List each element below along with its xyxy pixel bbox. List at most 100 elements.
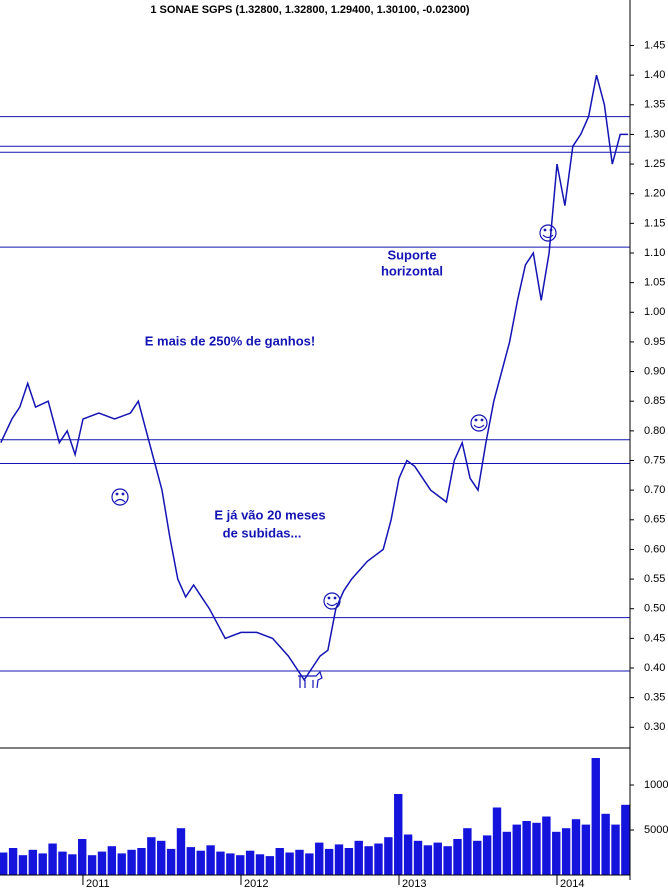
volume-bar — [186, 847, 196, 875]
volume-bar — [423, 845, 433, 875]
volume-bar — [305, 853, 314, 875]
y-tick-label: 0.35 — [644, 692, 665, 704]
volume-bar — [482, 835, 492, 875]
volume-bar — [18, 855, 28, 875]
volume-bar — [48, 843, 57, 875]
price-line — [0, 74, 629, 682]
volume-bar — [275, 848, 284, 875]
volume-bar — [265, 856, 275, 875]
happy-face — [470, 414, 488, 432]
x-tick-label: 2013 — [402, 878, 426, 890]
volume-bar — [394, 794, 403, 875]
volume-bar — [561, 828, 571, 875]
volume-bar — [87, 855, 97, 875]
y-tick-label: 0.85 — [644, 395, 665, 407]
volume-bar — [38, 853, 47, 875]
y-tick-label: 0.75 — [644, 454, 665, 466]
volume-bar — [226, 853, 235, 875]
y-tick-label: 1.45 — [644, 39, 665, 51]
y-tick-label: 0.55 — [644, 573, 665, 585]
volume-bar — [492, 807, 502, 875]
annotation: Suporte — [387, 247, 436, 262]
volume-bar — [245, 850, 255, 875]
volume-bar — [315, 842, 324, 875]
volume-bar — [28, 849, 38, 875]
x-tick-label: 2012 — [244, 878, 268, 890]
y-tick-label: 0.40 — [644, 662, 665, 674]
volume-bar — [384, 837, 393, 875]
annotation: de subidas... — [223, 525, 302, 540]
volume-bar — [334, 844, 344, 875]
volume-bar — [463, 828, 472, 875]
y-tick-label: 0.95 — [644, 336, 665, 348]
volume-bar — [433, 842, 442, 875]
volume-bar — [166, 848, 176, 875]
y-tick-label: 1.15 — [644, 217, 665, 229]
volume-bar — [324, 848, 334, 875]
annotation: E mais de 250% de ganhos! — [145, 333, 316, 348]
y-tick-label: 0.50 — [644, 603, 665, 615]
annotation: E já vão 20 meses — [214, 507, 325, 522]
volume-bar — [0, 852, 8, 875]
y-tick-label: 1.25 — [644, 158, 665, 170]
volume-bar — [403, 834, 413, 875]
volume-bar — [473, 840, 482, 875]
volume-bar — [502, 831, 512, 875]
volume-bar — [147, 837, 156, 875]
volume-bar — [295, 849, 304, 875]
volume-bar — [522, 821, 531, 875]
volume-bar — [621, 804, 630, 875]
sad-face — [111, 488, 129, 506]
volume-bar — [532, 822, 541, 875]
volume-bar — [196, 850, 205, 875]
volume-bar — [601, 813, 610, 875]
volume-bar — [255, 854, 265, 875]
volume-bar — [216, 851, 225, 875]
volume-bar — [512, 824, 521, 875]
volume-bar — [443, 846, 452, 875]
y-tick-label: 1.35 — [644, 99, 665, 111]
y-tick-label: 1.00 — [644, 306, 665, 318]
volume-bar — [285, 852, 294, 875]
volume-bar — [236, 855, 245, 875]
volume-bar — [157, 840, 166, 875]
y-tick-label: 1.40 — [644, 69, 665, 81]
y-tick-label: 0.90 — [644, 365, 665, 377]
volume-bar — [354, 840, 363, 875]
volume-bar — [8, 848, 18, 875]
annotation: horizontal — [381, 263, 443, 278]
y-tick-label: 10000 — [644, 779, 668, 791]
volume-bar — [58, 851, 67, 875]
volume-bar — [206, 845, 215, 875]
volume-bar — [581, 824, 591, 875]
y-tick-label: 0.45 — [644, 632, 665, 644]
volume-bar — [413, 840, 423, 875]
volume-bar — [344, 848, 354, 875]
bull-icon — [298, 670, 323, 689]
chart-title: 1 SONAE SGPS (1.32800, 1.32800, 1.29400,… — [150, 4, 470, 16]
y-tick-label: 0.60 — [644, 543, 665, 555]
volume-bar — [68, 854, 77, 875]
volume-bar — [591, 758, 600, 875]
volume-bar — [107, 846, 117, 875]
volume-bar — [552, 831, 561, 875]
y-tick-label: 0.30 — [644, 721, 665, 733]
volume-bar — [117, 853, 126, 875]
x-tick-label: 2011 — [86, 878, 110, 890]
volume-bar — [374, 843, 383, 875]
y-tick-label: 1.30 — [644, 128, 665, 140]
y-tick-label: 0.80 — [644, 425, 665, 437]
volume-bar — [127, 849, 136, 875]
y-tick-label: 1.10 — [644, 247, 665, 259]
volume-bar — [453, 839, 462, 875]
y-tick-label: 1.20 — [644, 188, 665, 200]
y-tick-label: 5000 — [644, 824, 668, 836]
volume-bar — [137, 848, 146, 875]
volume-bar — [542, 816, 551, 875]
x-tick-label: 2014 — [560, 878, 584, 890]
volume-bar — [364, 846, 373, 875]
y-tick-label: 0.65 — [644, 514, 665, 526]
